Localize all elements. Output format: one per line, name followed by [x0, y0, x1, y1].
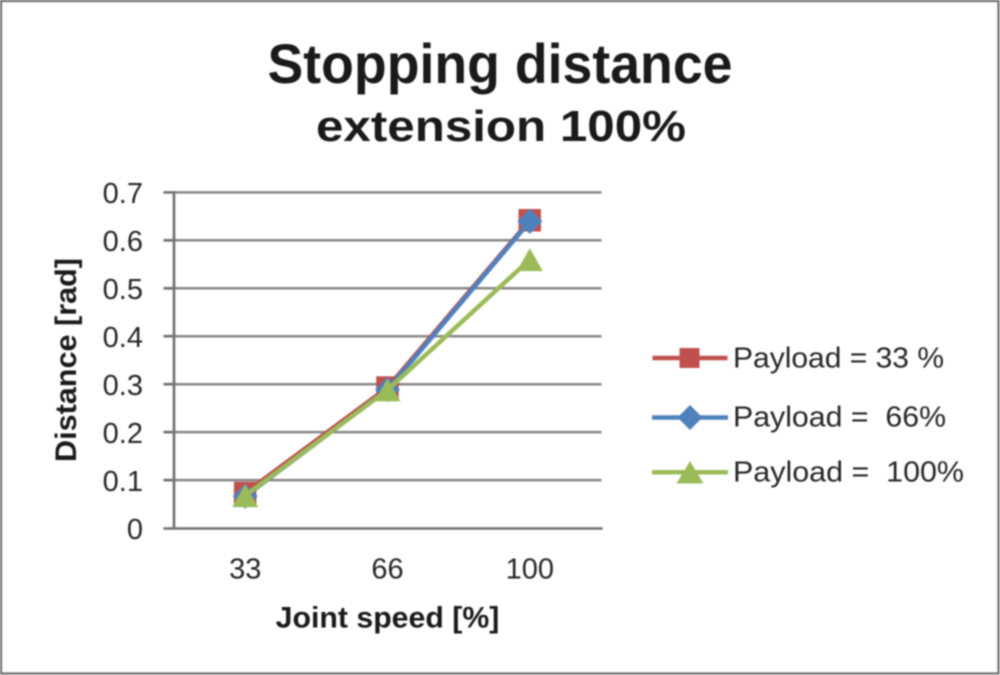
- svg-text:100: 100: [506, 554, 554, 586]
- svg-text:Distance [rad]: Distance [rad]: [50, 258, 83, 462]
- svg-text:0.1: 0.1: [103, 466, 143, 498]
- svg-text:extension 100%: extension 100%: [316, 102, 686, 151]
- svg-text:33: 33: [229, 554, 261, 586]
- svg-text:0.7: 0.7: [103, 178, 143, 210]
- svg-text:Joint speed [%]: Joint speed [%]: [276, 602, 500, 635]
- svg-text:0.5: 0.5: [103, 274, 143, 306]
- svg-text:66: 66: [371, 554, 403, 586]
- svg-text:Payload = 66%: Payload = 66%: [733, 402, 946, 434]
- svg-text:0.6: 0.6: [103, 226, 143, 258]
- svg-text:Payload = 33 %: Payload = 33 %: [733, 342, 944, 374]
- svg-text:Stopping distance: Stopping distance: [268, 32, 733, 95]
- svg-text:0: 0: [127, 514, 143, 546]
- svg-text:0.3: 0.3: [103, 370, 143, 402]
- svg-text:0.2: 0.2: [103, 418, 143, 450]
- svg-text:0.4: 0.4: [103, 322, 143, 354]
- svg-text:Payload = 100%: Payload = 100%: [733, 456, 964, 488]
